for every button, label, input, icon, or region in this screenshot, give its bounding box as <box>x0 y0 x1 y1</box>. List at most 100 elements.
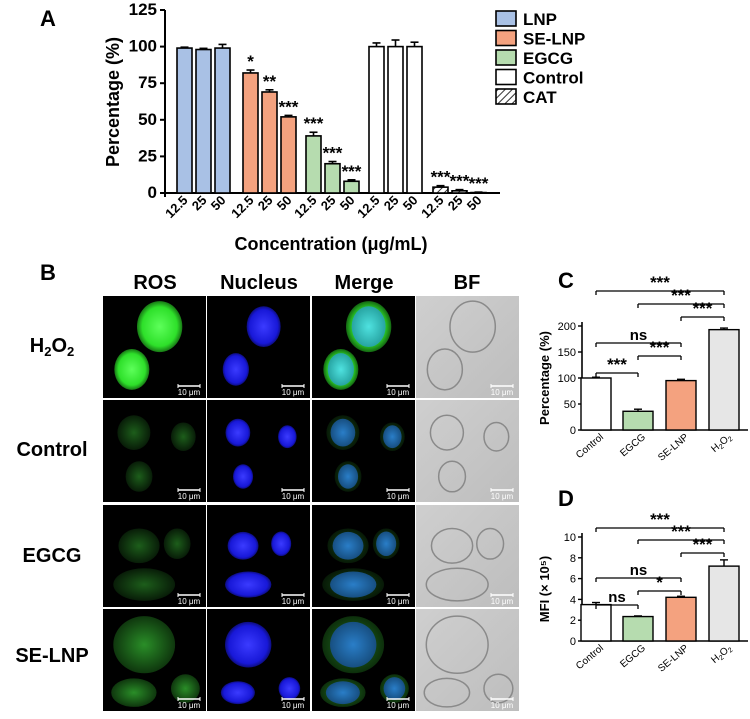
column-header-ros: ROS <box>133 272 176 294</box>
scale-bar-label: 10 μm <box>282 388 305 397</box>
brightfield-cell <box>425 615 489 675</box>
ros-signal <box>170 422 196 451</box>
x-tick-label-a: 12.5 <box>291 193 320 222</box>
comparison-label-c: *** <box>693 299 713 318</box>
x-axis-title-a: Concentration (μg/mL) <box>235 234 428 254</box>
comparison-label-d: *** <box>650 510 670 529</box>
nucleus-stain <box>233 464 254 489</box>
scale-bar-label: 10 μm <box>491 492 514 501</box>
brightfield-cell <box>449 300 497 353</box>
significance-label-a: *** <box>323 144 343 163</box>
legend-label-a: SE-LNP <box>523 30 585 49</box>
x-tick-label-a: 12.5 <box>162 193 191 222</box>
comparison-label-d: ns <box>630 562 648 579</box>
column-header-nucleus: Nucleus <box>220 272 298 294</box>
merge-nucleus <box>351 306 386 347</box>
microscopy-tile <box>416 296 519 398</box>
bar-a <box>195 48 212 194</box>
significance-label-a: *** <box>279 97 299 116</box>
comparison-label-c: *** <box>650 338 670 357</box>
row-label-h2o2: H2O2 <box>30 335 74 359</box>
x-tick-label-d: Control <box>574 643 606 672</box>
nucleus-stain <box>271 531 292 556</box>
comparison-label-d: *** <box>693 535 713 554</box>
merge-nucleus <box>327 353 354 386</box>
bar-a <box>406 45 423 194</box>
merge-nucleus <box>325 681 360 705</box>
x-tick-label-a: 50 <box>464 193 485 214</box>
significance-label-a: *** <box>450 172 470 191</box>
bar-a <box>324 162 341 194</box>
comparison-label-d: *** <box>671 522 691 541</box>
brightfield-cell <box>483 421 510 452</box>
comparison-label-c: ns <box>630 327 648 344</box>
y-tick-label-d: 4 <box>570 594 576 606</box>
scale-bar-label: 10 μm <box>387 388 410 397</box>
y-tick-label-c: 200 <box>558 321 576 333</box>
comparison-label-c: *** <box>607 355 627 374</box>
nucleus-stain <box>225 621 272 668</box>
nucleus-stain <box>225 571 272 598</box>
significance-label-a: *** <box>304 114 324 133</box>
bar-a <box>214 47 231 194</box>
panel-label-d: D <box>558 486 574 511</box>
nucleus-stain <box>246 306 281 347</box>
merge-nucleus <box>383 677 406 700</box>
nucleus-stain <box>220 681 255 705</box>
legend-label-a: LNP <box>523 10 557 29</box>
scale-bar-label: 10 μm <box>387 701 410 710</box>
significance-label-a: *** <box>469 174 489 193</box>
microscopy-tile <box>312 400 415 502</box>
legend-label-a: Control <box>523 69 583 88</box>
panel-label-a: A <box>40 6 56 31</box>
brightfield-cell <box>430 527 474 564</box>
scale-bar-label: 10 μm <box>178 701 201 710</box>
x-tick-label-a: 25 <box>255 193 276 214</box>
nucleus-stain <box>227 531 259 560</box>
brightfield-cell <box>423 677 471 708</box>
brightfield-cell <box>425 567 489 602</box>
legend-swatch-a <box>495 10 517 27</box>
legend-swatch-a <box>495 88 517 105</box>
ros-signal <box>170 674 200 703</box>
row-label-egcg: EGCG <box>23 545 82 567</box>
y-tick-label-a: 50 <box>138 110 157 129</box>
ros-signal <box>114 349 150 390</box>
bar-c <box>665 379 697 431</box>
row-label-se-lnp: SE-LNP <box>15 645 88 667</box>
y-axis-title-d: MFI (× 10⁵) <box>537 556 552 622</box>
significance-label-a: ** <box>263 72 277 91</box>
y-tick-label-d: 10 <box>564 532 576 544</box>
bar-c <box>708 328 740 431</box>
bar-a <box>242 72 259 194</box>
scale-bar-label: 10 μm <box>387 597 410 606</box>
comparison-label-c: *** <box>650 273 670 292</box>
scale-bar-label: 10 μm <box>282 701 305 710</box>
bar-c <box>580 377 612 431</box>
y-tick-label-a: 125 <box>129 0 157 19</box>
brightfield-cell <box>476 527 505 560</box>
microscopy-tile <box>103 400 206 502</box>
panel-label-c: C <box>558 268 574 293</box>
microscopy-tile <box>416 400 519 502</box>
comparison-label-c: *** <box>671 286 691 305</box>
y-tick-label-d: 8 <box>570 553 576 565</box>
microscopy-grid: ROS Nucleus Merge BF H2O2 Control EGCG S… <box>15 272 519 711</box>
panel-label-b: B <box>40 260 56 285</box>
ros-signal <box>136 301 183 353</box>
bar-d <box>665 596 697 642</box>
x-tick-label-a: 50 <box>208 193 229 214</box>
y-tick-label-c: 100 <box>558 373 576 385</box>
nucleus-stain <box>278 677 301 700</box>
bar-d <box>708 565 740 642</box>
merge-nucleus <box>330 418 356 447</box>
y-tick-label-c: 0 <box>570 425 576 437</box>
ros-signal <box>113 568 176 601</box>
ros-signal <box>163 528 191 560</box>
y-axis-title-a: Percentage (%) <box>103 37 123 167</box>
brightfield-cell <box>437 460 467 493</box>
merge-nucleus <box>383 425 402 449</box>
brightfield-cell <box>426 348 464 391</box>
